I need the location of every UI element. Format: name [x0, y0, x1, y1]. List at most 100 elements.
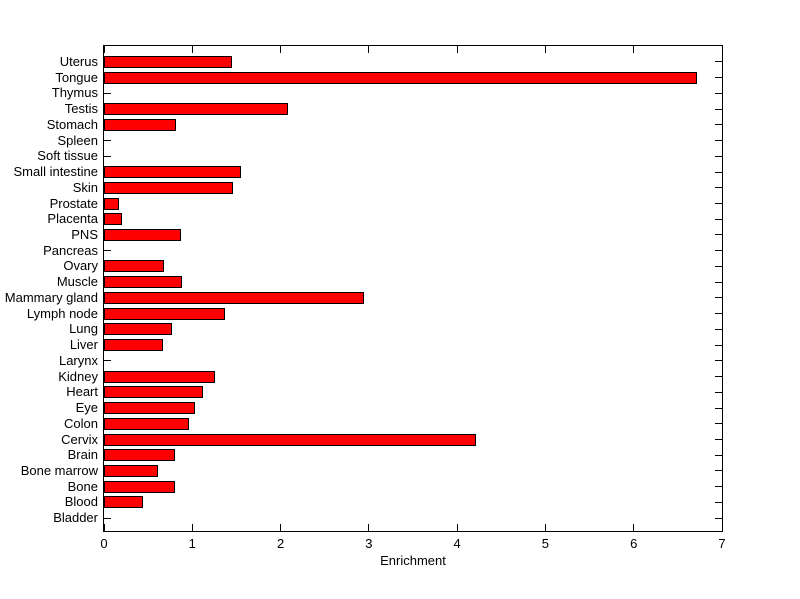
x-tick-bottom: [633, 524, 635, 531]
y-tick-label-larynx: Larynx: [58, 352, 98, 368]
y-tick-label-colon: Colon: [64, 415, 98, 431]
y-tick-label-bone-marrow: Bone marrow: [20, 462, 98, 478]
y-tick-right: [715, 234, 722, 236]
y-tick-label-bone: Bone: [67, 478, 98, 494]
bar-mammary-gland: [104, 291, 364, 304]
y-tick-label-cervix: Cervix: [61, 431, 98, 447]
y-tick-right: [715, 218, 722, 220]
x-tick-bottom: [368, 524, 370, 531]
y-tick-right: [715, 61, 722, 63]
y-tick-label-kidney: Kidney: [58, 368, 98, 384]
bar-uterus: [104, 55, 232, 68]
y-tick-right: [715, 124, 722, 126]
y-tick-right: [715, 203, 722, 204]
y-tick-label-mammary-gland: Mammary gland: [4, 289, 98, 305]
y-tick-right: [715, 486, 722, 488]
x-tick-top: [368, 46, 370, 53]
bar-skin: [104, 181, 233, 194]
plot-area: [103, 45, 723, 532]
y-tick-right: [715, 281, 722, 283]
y-tick-right: [715, 454, 722, 456]
y-tick-label-thymus: Thymus: [51, 85, 98, 101]
y-tick-label-small-intestine: Small intestine: [13, 164, 98, 179]
y-tick-right: [715, 171, 722, 173]
y-tick-right: [715, 501, 722, 503]
y-tick-right: [715, 265, 722, 267]
y-tick-right: [715, 470, 722, 472]
y-tick-right: [715, 108, 722, 110]
x-tick-bottom: [721, 524, 723, 531]
y-tick-right: [715, 439, 722, 440]
bar-blood: [104, 496, 143, 509]
bar-colon: [104, 417, 189, 430]
bar-small-intestine: [104, 166, 241, 178]
bar-testis: [104, 103, 288, 116]
y-tick-right: [715, 155, 722, 157]
y-tick-right: [715, 187, 722, 189]
y-tick-label-bladder: Bladder: [53, 510, 98, 526]
y-tick-label-pns: PNS: [71, 226, 98, 242]
x-tick-top: [456, 46, 458, 53]
x-tick-label-5: 5: [541, 536, 550, 551]
bar-lymph-node: [104, 307, 225, 320]
bar-brain: [104, 449, 175, 462]
x-axis-label: Enrichment: [380, 553, 446, 568]
x-tick-label-4: 4: [453, 536, 461, 551]
x-tick-top: [103, 46, 105, 53]
y-tick-label-brain: Brain: [67, 447, 98, 463]
bar-pns: [104, 228, 181, 241]
x-tick-top: [721, 46, 723, 53]
y-tick-label-tongue: Tongue: [55, 69, 98, 85]
y-tick-right: [715, 517, 722, 519]
bar-prostate: [104, 197, 119, 210]
y-tick-right: [715, 328, 722, 330]
y-tick-right: [715, 407, 722, 409]
y-tick-label-placenta: Placenta: [47, 211, 98, 227]
x-tick-top: [280, 46, 282, 53]
y-tick-left: [104, 140, 111, 141]
y-tick-right: [715, 140, 722, 141]
x-tick-label-6: 6: [630, 536, 638, 551]
bar-lung: [104, 323, 172, 336]
x-tick-label-0: 0: [100, 536, 108, 551]
y-tick-label-prostate: Prostate: [49, 195, 98, 211]
y-tick-label-lymph-node: Lymph node: [26, 305, 98, 321]
x-tick-top: [544, 46, 546, 53]
y-tick-label-blood: Blood: [64, 494, 98, 510]
y-tick-left: [104, 155, 111, 157]
x-tick-top: [191, 46, 193, 53]
y-tick-label-eye: Eye: [75, 400, 98, 415]
x-tick-bottom: [191, 524, 193, 531]
y-tick-left: [104, 250, 111, 252]
bar-heart: [104, 386, 203, 399]
x-tick-bottom: [280, 524, 282, 531]
bar-muscle: [104, 276, 182, 289]
y-tick-left: [104, 92, 111, 94]
y-tick-right: [715, 313, 722, 315]
y-tick-label-pancreas: Pancreas: [43, 242, 98, 258]
x-tick-label-1: 1: [188, 536, 196, 551]
y-tick-label-soft-tissue: Soft tissue: [37, 148, 98, 164]
y-tick-label-uterus: Uterus: [59, 53, 98, 69]
x-tick-label-2: 2: [276, 536, 285, 551]
y-tick-right: [715, 344, 722, 346]
bar-ovary: [104, 260, 164, 273]
y-tick-label-spleen: Spleen: [57, 132, 98, 148]
y-tick-label-liver: Liver: [69, 337, 98, 353]
y-tick-label-heart: Heart: [66, 384, 98, 400]
y-tick-left: [104, 360, 111, 362]
y-tick-right: [715, 391, 722, 393]
bar-kidney: [104, 370, 216, 383]
y-tick-right: [715, 92, 722, 94]
y-tick-right: [715, 297, 722, 299]
bar-eye: [104, 402, 195, 414]
bar-stomach: [104, 118, 176, 131]
y-tick-label-stomach: Stomach: [46, 116, 98, 132]
x-tick-label-7: 7: [718, 536, 726, 551]
x-tick-bottom: [544, 524, 546, 531]
bar-placenta: [104, 213, 122, 226]
y-tick-left: [104, 517, 111, 519]
bar-cervix: [104, 433, 476, 446]
bar-tongue: [104, 71, 698, 84]
x-tick-bottom: [456, 524, 458, 531]
